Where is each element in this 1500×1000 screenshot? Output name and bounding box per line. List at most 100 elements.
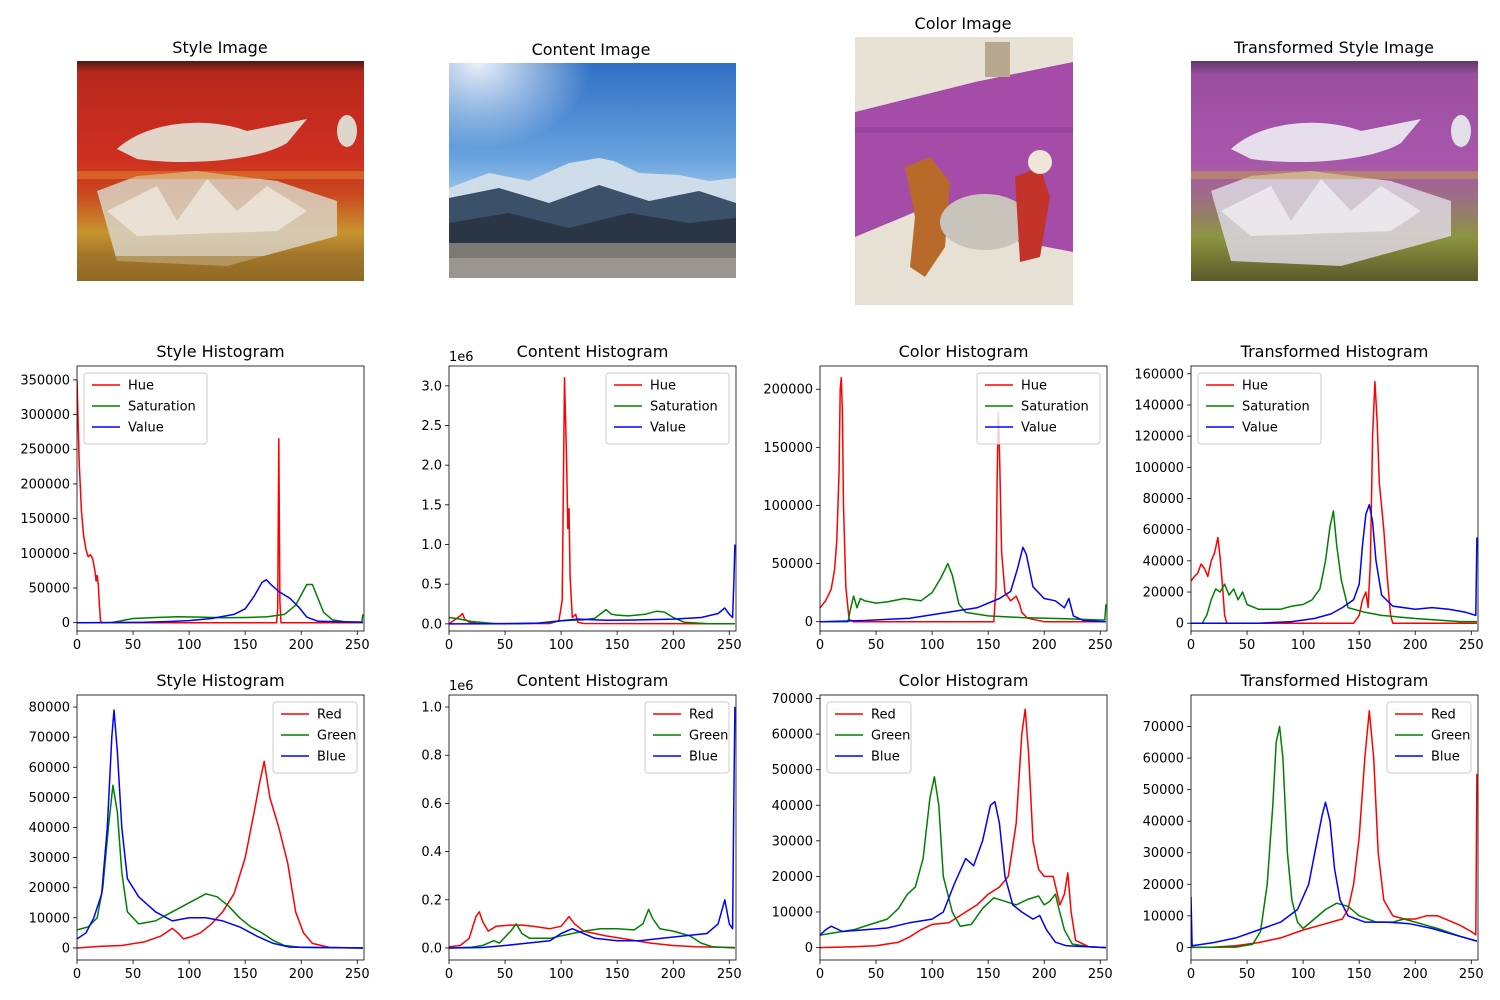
legend-label: Blue (689, 750, 718, 765)
x-tick-label: 50 (125, 638, 142, 653)
x-tick-label: 0 (445, 967, 453, 982)
y-tick-label: 20000 (1143, 878, 1184, 893)
series-line-blue (77, 709, 363, 949)
y-tick-label: 0 (1176, 617, 1184, 632)
y-tick-label: 0.6 (421, 797, 442, 812)
y-tick-label: 0.2 (421, 893, 442, 908)
y-tick-label: 0 (805, 941, 813, 956)
legend-label: Red (1431, 708, 1456, 723)
content-image (449, 63, 736, 278)
y-tick-label: 0.5 (421, 578, 442, 593)
chart-title: Transformed Histogram (1240, 342, 1429, 361)
x-tick-label: 50 (497, 967, 514, 982)
legend-label: Green (871, 729, 910, 744)
transformed-image-panel: Transformed Style Image (1191, 38, 1478, 281)
x-tick-label: 0 (1187, 967, 1195, 982)
y-tick-label: 20000 (772, 870, 813, 885)
legend: Red Green Blue (1386, 701, 1472, 774)
series-line-green (449, 908, 735, 949)
y-tick-label: 0.4 (421, 845, 442, 860)
legend-label: Value (1021, 421, 1057, 436)
series-line-green (820, 776, 1106, 949)
y-tick-label: 40000 (772, 799, 813, 814)
histogram-chart-2: Content Histogram 0 50 100 150 200 250 0.0 0.5 1.… (421, 342, 741, 653)
y-tick-label: 60000 (772, 728, 813, 743)
legend: Hue Saturation Value (976, 372, 1101, 445)
x-tick-label: 100 (549, 967, 574, 982)
chart-title: Color Histogram (899, 342, 1029, 361)
y-tick-label: 350000 (20, 373, 70, 388)
x-tick-label: 100 (177, 967, 202, 982)
y-tick-label: 50000 (1143, 783, 1184, 798)
legend-label: Blue (1431, 750, 1460, 765)
color-image-title: Color Image (915, 14, 1012, 33)
y-tick-label: 80000 (29, 701, 70, 716)
x-tick-label: 200 (661, 638, 686, 653)
y-tick-label: 10000 (1143, 909, 1184, 924)
y-tick-label: 40000 (29, 821, 70, 836)
series-line-green (77, 784, 363, 949)
legend-label: Saturation (1242, 400, 1310, 415)
x-tick-label: 250 (1088, 967, 1113, 982)
y-tick-label: 1.0 (421, 701, 442, 716)
x-tick-label: 150 (976, 638, 1001, 653)
color-image-panel: Color Image (855, 14, 1073, 305)
chart-title: Content Histogram (517, 342, 669, 361)
x-tick-label: 100 (549, 638, 574, 653)
x-tick-label: 150 (1347, 967, 1372, 982)
legend-label: Value (650, 421, 686, 436)
y-tick-label: 250000 (20, 443, 70, 458)
y-tick-label: 100000 (763, 499, 813, 514)
y-tick-label: 70000 (1143, 720, 1184, 735)
legend: Red Green Blue (272, 701, 358, 774)
style-image-title: Style Image (172, 38, 267, 57)
transformed-image (1191, 61, 1478, 281)
x-tick-label: 0 (445, 638, 453, 653)
color-image (855, 37, 1073, 305)
x-tick-label: 150 (233, 967, 258, 982)
legend-label: Red (689, 708, 714, 723)
legend-label: Saturation (650, 400, 718, 415)
series-line-value (1191, 503, 1478, 624)
x-tick-label: 0 (73, 638, 81, 653)
series-line-blue (820, 800, 1106, 949)
axes-frame (448, 365, 737, 632)
x-tick-label: 100 (920, 638, 945, 653)
y-tick-label: 300000 (20, 408, 70, 423)
legend-label: Hue (1021, 379, 1047, 394)
y-offset-text: 1e6 (449, 679, 474, 694)
y-tick-label: 10000 (29, 911, 70, 926)
y-tick-label: 50000 (29, 581, 70, 596)
x-tick-label: 200 (289, 967, 314, 982)
y-tick-label: 30000 (772, 834, 813, 849)
legend-label: Red (871, 708, 896, 723)
legend: Hue Saturation Value (83, 372, 208, 445)
series-line-value (77, 578, 363, 624)
legend-label: Saturation (1021, 400, 1089, 415)
transformed-image-title: Transformed Style Image (1233, 38, 1434, 57)
x-tick-label: 100 (1291, 967, 1316, 982)
chart-title: Transformed Histogram (1240, 671, 1429, 690)
y-tick-label: 20000 (29, 881, 70, 896)
legend-label: Saturation (128, 400, 196, 415)
x-tick-label: 200 (1032, 967, 1057, 982)
legend: Hue Saturation Value (605, 372, 730, 445)
y-tick-label: 100000 (1134, 461, 1184, 476)
x-tick-label: 50 (1239, 638, 1256, 653)
x-tick-label: 250 (1088, 638, 1113, 653)
y-tick-label: 70000 (772, 692, 813, 707)
y-tick-label: 0.0 (421, 941, 442, 956)
y-tick-label: 0.8 (421, 749, 442, 764)
histogram-chart-1: Style Histogram 0 50 100 150 200 250 0 50000 1000… (20, 342, 369, 653)
y-tick-label: 200000 (763, 383, 813, 398)
y-tick-label: 0 (805, 615, 813, 630)
style-image-panel: Style Image (77, 38, 364, 281)
x-tick-label: 0 (73, 967, 81, 982)
x-tick-label: 50 (497, 638, 514, 653)
histogram-chart-3: Color Histogram 0 50 100 150 200 250 0 50000 1000… (763, 342, 1112, 653)
x-tick-label: 200 (1403, 638, 1428, 653)
series-line-blue (449, 706, 736, 949)
x-tick-label: 200 (1032, 638, 1057, 653)
histogram-chart-8: Transformed Histogram 0 50 100 150 200 250 0 100… (1143, 671, 1484, 982)
legend-label: Green (689, 729, 728, 744)
